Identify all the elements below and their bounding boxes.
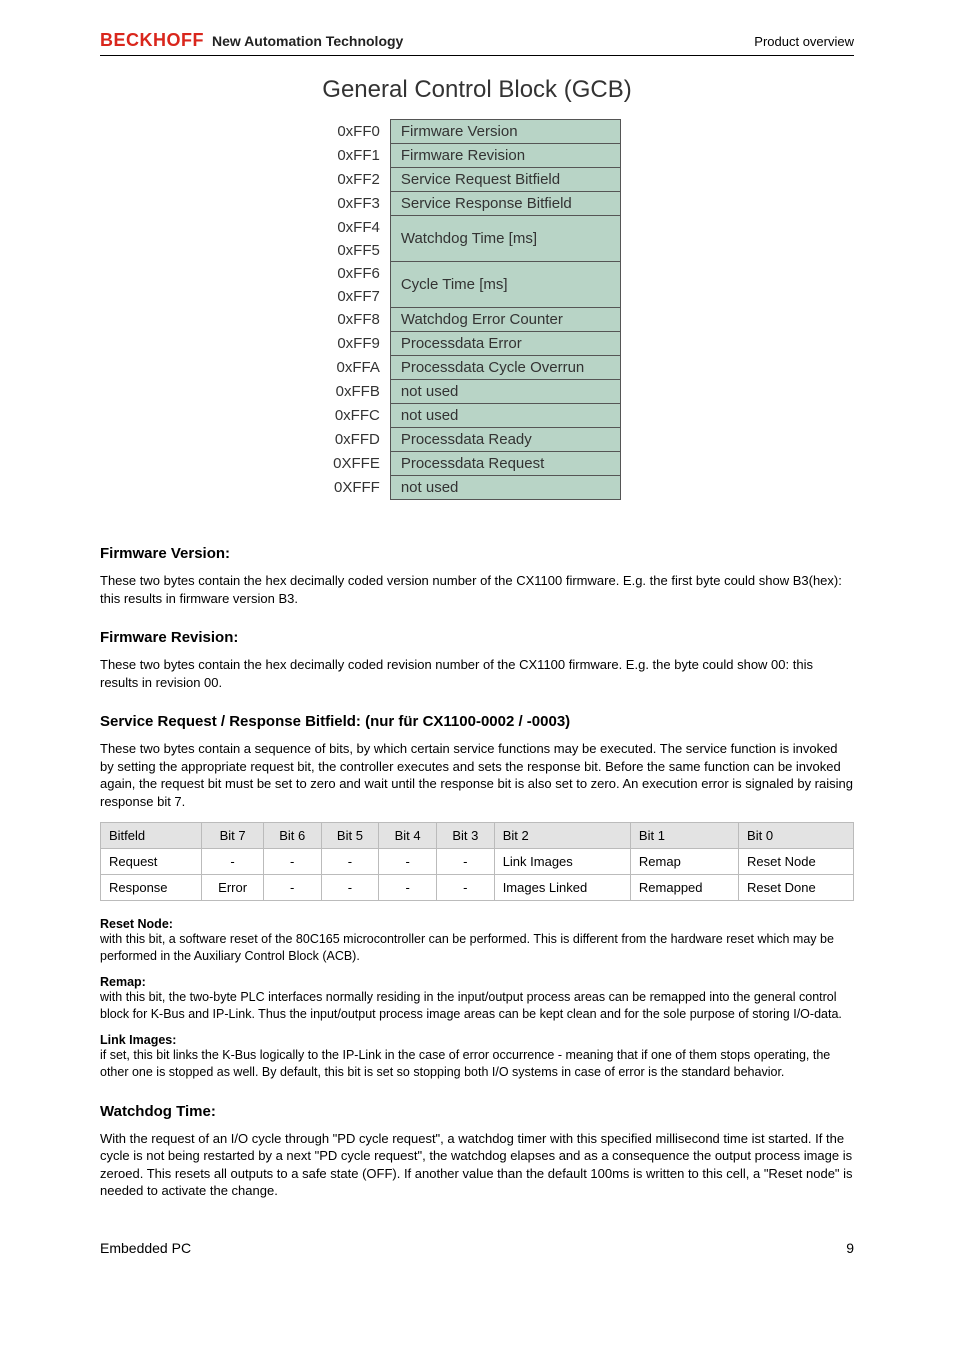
footer-right: 9	[846, 1240, 854, 1256]
gcb-desc: not used	[390, 380, 620, 404]
bit-cell: Link Images	[494, 849, 630, 875]
gcb-row: 0xFF8Watchdog Error Counter	[333, 308, 620, 332]
gcb-row: 0xFF6Cycle Time [ms]	[333, 262, 620, 285]
gcb-addr: 0xFF5	[333, 239, 390, 262]
gcb-table: 0xFF0Firmware Version0xFF1Firmware Revis…	[333, 119, 621, 500]
bit-cell: Remap	[630, 849, 738, 875]
bit-header: Bit 4	[379, 823, 437, 849]
gcb-row: 0xFF0Firmware Version	[333, 120, 620, 144]
logo-area: BECKHOFF New Automation Technology	[100, 30, 403, 51]
gcb-desc: Firmware Revision	[390, 144, 620, 168]
bit-header: Bit 6	[263, 823, 321, 849]
gcb-addr: 0xFF7	[333, 285, 390, 308]
gcb-row: 0xFFAProcessdata Cycle Overrun	[333, 356, 620, 380]
section-fw-version-title: Firmware Version:	[100, 545, 854, 562]
gcb-title: General Control Block (GCB)	[100, 76, 854, 104]
page-header: BECKHOFF New Automation Technology Produ…	[100, 30, 854, 56]
section-watchdog-title: Watchdog Time:	[100, 1103, 854, 1120]
gcb-desc: Processdata Ready	[390, 428, 620, 452]
section-fw-revision-title: Firmware Revision:	[100, 629, 854, 646]
footer-left: Embedded PC	[100, 1240, 191, 1256]
gcb-desc: Service Request Bitfield	[390, 168, 620, 192]
bit-header: Bitfeld	[101, 823, 202, 849]
def-remap-label: Remap:	[100, 975, 854, 989]
gcb-row: 0xFF9Processdata Error	[333, 332, 620, 356]
gcb-row: 0xFF1Firmware Revision	[333, 144, 620, 168]
gcb-addr: 0XFFF	[333, 476, 390, 500]
gcb-row: 0xFFBnot used	[333, 380, 620, 404]
gcb-desc: Processdata Cycle Overrun	[390, 356, 620, 380]
bit-cell: Response	[101, 875, 202, 901]
gcb-row: 0xFF2Service Request Bitfield	[333, 168, 620, 192]
bit-table: BitfeldBit 7Bit 6Bit 5Bit 4Bit 3Bit 2Bit…	[100, 822, 854, 901]
gcb-addr: 0XFFE	[333, 452, 390, 476]
bit-cell: Reset Node	[739, 849, 854, 875]
bit-cell: -	[263, 849, 321, 875]
logo-text: BECKHOFF	[100, 30, 204, 51]
def-link-images-body: if set, this bit links the K-Bus logical…	[100, 1047, 854, 1081]
gcb-addr: 0xFF4	[333, 216, 390, 239]
gcb-desc: Watchdog Error Counter	[390, 308, 620, 332]
section-watchdog-body: With the request of an I/O cycle through…	[100, 1130, 854, 1200]
page-footer: Embedded PC 9	[100, 1240, 854, 1256]
gcb-row: 0XFFFnot used	[333, 476, 620, 500]
bit-header: Bit 0	[739, 823, 854, 849]
gcb-addr: 0xFFC	[333, 404, 390, 428]
gcb-desc: Cycle Time [ms]	[390, 262, 620, 308]
gcb-addr: 0xFF3	[333, 192, 390, 216]
gcb-addr: 0xFFA	[333, 356, 390, 380]
gcb-addr: 0xFF1	[333, 144, 390, 168]
gcb-row: 0xFF3Service Response Bitfield	[333, 192, 620, 216]
section-srr-title: Service Request / Response Bitfield: (nu…	[100, 713, 854, 730]
gcb-addr: 0xFF9	[333, 332, 390, 356]
gcb-row: 0xFF4Watchdog Time [ms]	[333, 216, 620, 239]
gcb-addr: 0xFF6	[333, 262, 390, 285]
bit-header: Bit 7	[202, 823, 264, 849]
bit-cell: Error	[202, 875, 264, 901]
gcb-addr: 0xFF0	[333, 120, 390, 144]
bit-cell: Request	[101, 849, 202, 875]
bit-cell: -	[436, 875, 494, 901]
section-fw-version-body: These two bytes contain the hex decimall…	[100, 572, 854, 607]
gcb-desc: not used	[390, 404, 620, 428]
bit-header: Bit 1	[630, 823, 738, 849]
bit-header: Bit 5	[321, 823, 379, 849]
gcb-row: 0xFFDProcessdata Ready	[333, 428, 620, 452]
bit-cell: -	[321, 849, 379, 875]
bit-cell: -	[263, 875, 321, 901]
gcb-row: 0xFFCnot used	[333, 404, 620, 428]
bit-cell: -	[379, 875, 437, 901]
gcb-addr: 0xFFD	[333, 428, 390, 452]
gcb-addr: 0xFF8	[333, 308, 390, 332]
bit-row: Request-----Link ImagesRemapReset Node	[101, 849, 854, 875]
def-reset-node-label: Reset Node:	[100, 917, 854, 931]
def-remap-body: with this bit, the two-byte PLC interfac…	[100, 989, 854, 1023]
gcb-desc: Watchdog Time [ms]	[390, 216, 620, 262]
gcb-desc: Processdata Request	[390, 452, 620, 476]
bit-cell: -	[202, 849, 264, 875]
bit-row: ResponseError----Images LinkedRemappedRe…	[101, 875, 854, 901]
section-fw-revision-body: These two bytes contain the hex decimall…	[100, 656, 854, 691]
header-right: Product overview	[754, 34, 854, 49]
bit-header: Bit 3	[436, 823, 494, 849]
gcb-row: 0XFFEProcessdata Request	[333, 452, 620, 476]
bit-cell: Images Linked	[494, 875, 630, 901]
gcb-addr: 0xFFB	[333, 380, 390, 404]
gcb-desc: Processdata Error	[390, 332, 620, 356]
section-srr-body: These two bytes contain a sequence of bi…	[100, 740, 854, 810]
gcb-desc: Firmware Version	[390, 120, 620, 144]
bit-cell: -	[321, 875, 379, 901]
gcb-desc: Service Response Bitfield	[390, 192, 620, 216]
bit-cell: -	[436, 849, 494, 875]
tagline-text: New Automation Technology	[212, 33, 403, 49]
gcb-addr: 0xFF2	[333, 168, 390, 192]
gcb-table-wrap: 0xFF0Firmware Version0xFF1Firmware Revis…	[100, 119, 854, 500]
bit-cell: -	[379, 849, 437, 875]
bit-cell: Reset Done	[739, 875, 854, 901]
def-link-images-label: Link Images:	[100, 1033, 854, 1047]
bit-header: Bit 2	[494, 823, 630, 849]
bit-cell: Remapped	[630, 875, 738, 901]
gcb-desc: not used	[390, 476, 620, 500]
def-reset-node-body: with this bit, a software reset of the 8…	[100, 931, 854, 965]
